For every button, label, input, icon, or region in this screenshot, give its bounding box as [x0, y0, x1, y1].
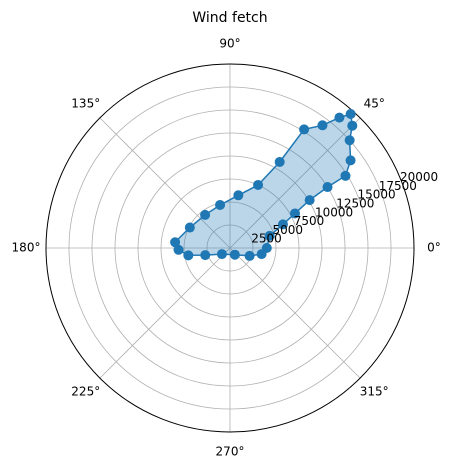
chart-title: Wind fetch — [192, 10, 267, 26]
grid-spoke — [229, 247, 361, 379]
angle-tick-label: 0° — [427, 241, 441, 255]
point — [317, 120, 328, 131]
point — [340, 170, 351, 181]
point — [253, 179, 264, 190]
radius-tick-label: 20000 — [400, 170, 438, 184]
angle-tick-label: 90° — [219, 37, 240, 51]
point — [277, 219, 288, 230]
point — [256, 249, 267, 260]
point — [274, 156, 285, 167]
radius-tick-label: 7500 — [294, 214, 325, 228]
point — [229, 249, 240, 260]
point — [264, 230, 275, 241]
grid-spoke — [99, 117, 231, 249]
point — [345, 155, 356, 166]
point — [299, 124, 310, 135]
point — [173, 244, 184, 255]
radius-tick-label: 17500 — [379, 179, 417, 193]
angle-tick-label: 225° — [71, 385, 100, 399]
point — [345, 108, 356, 119]
point — [170, 237, 181, 248]
radius-tick-label: 10000 — [315, 205, 353, 219]
point — [233, 190, 244, 201]
point — [216, 249, 227, 260]
angle-tick-label: 135° — [71, 96, 100, 110]
point — [289, 208, 300, 219]
point — [347, 120, 358, 131]
angle-tick-label: 45° — [364, 96, 385, 110]
point — [200, 209, 211, 220]
point — [334, 112, 345, 123]
outer-frame — [45, 63, 415, 433]
point — [344, 135, 355, 146]
point — [322, 182, 333, 193]
point — [200, 250, 211, 261]
point — [215, 199, 226, 210]
angle-tick-label: 180° — [12, 241, 41, 255]
point — [304, 195, 315, 206]
angle-tick-label: 315° — [360, 385, 389, 399]
point — [184, 222, 195, 233]
grid-spoke — [99, 247, 231, 379]
radius-tick-label: 15000 — [357, 188, 395, 202]
radius-tick-label: 5000 — [272, 223, 303, 237]
point — [183, 250, 194, 261]
angle-tick-label: 270° — [216, 445, 245, 459]
grid-spoke — [229, 117, 361, 249]
radius-tick-label: 12500 — [336, 196, 374, 210]
radius-tick-label: 2500 — [251, 232, 282, 246]
point — [244, 250, 255, 261]
